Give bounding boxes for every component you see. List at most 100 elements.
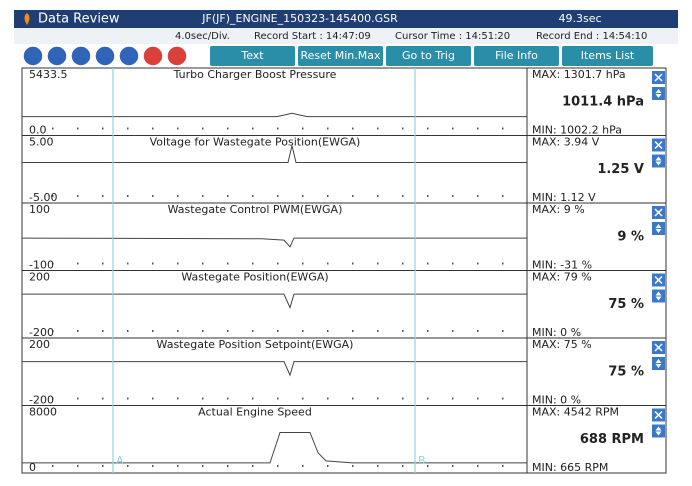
grid-dot [352, 262, 354, 265]
grid-dot [77, 465, 79, 467]
min-value: MIN: -31 % [532, 259, 592, 272]
cursor-time: Cursor Time : 14:51:20 [395, 31, 510, 42]
max-value: MAX: 9 % [532, 203, 585, 216]
toolbar-button[interactable] [210, 46, 295, 66]
grid-dot [52, 262, 54, 265]
grid-dot [152, 465, 154, 467]
toolbar-button[interactable] [562, 46, 653, 66]
nav-button[interactable] [70, 45, 92, 67]
grid-dot [502, 127, 504, 130]
toolbar-button[interactable] [474, 46, 559, 66]
grid-dot [327, 330, 329, 332]
close-icon [654, 275, 663, 285]
max-value: MAX: 3.94 V [532, 136, 600, 149]
signal-trace [22, 145, 527, 163]
grid-dot [402, 465, 404, 467]
current-value: 688 RPM [580, 432, 644, 447]
grid-dot [352, 330, 354, 332]
grid-dot [202, 127, 204, 130]
max-value: MAX: 4542 RPM [532, 406, 619, 419]
signal-trace [22, 361, 527, 377]
resize-button[interactable] [652, 154, 665, 168]
grid-dot [452, 262, 454, 265]
grid-dot [202, 195, 204, 197]
resize-button[interactable] [652, 222, 665, 235]
grid-dot [127, 127, 129, 130]
grid-dot [227, 262, 229, 265]
grid-dot [327, 262, 329, 265]
current-value: 75 % [608, 297, 644, 312]
grid-dot [402, 195, 404, 197]
signal-title: Actual Engine Speed [198, 406, 312, 419]
toolbar-button[interactable] [386, 46, 471, 66]
toolbar-button[interactable] [298, 46, 383, 66]
scale-top: 100 [29, 203, 50, 216]
grid-dot [77, 397, 79, 400]
resize-icon [655, 89, 662, 98]
signal-trace [21, 237, 527, 248]
grid-dot [427, 465, 429, 467]
record-end: Record End : 14:54:10 [536, 31, 647, 42]
resize-button[interactable] [652, 357, 665, 370]
close-icon [654, 343, 663, 352]
grid-dot [152, 127, 154, 130]
grid-dot [377, 330, 379, 332]
resize-button[interactable] [652, 87, 665, 100]
nav-button[interactable] [118, 45, 140, 67]
app-icon [24, 13, 30, 25]
grid-dot [302, 397, 304, 400]
nav-button[interactable] [94, 45, 116, 67]
nav-button[interactable] [22, 45, 44, 67]
max-value: MAX: 1301.7 hPa [532, 68, 626, 81]
grid-dot [502, 195, 504, 197]
nav-button[interactable] [46, 45, 68, 67]
grid-dot [177, 330, 179, 332]
resize-button[interactable] [652, 424, 665, 438]
cursor-label: B [418, 454, 426, 467]
grid-dot [52, 127, 54, 130]
grid-dot [477, 262, 479, 265]
grid-dot [327, 397, 329, 400]
grid-dot [502, 262, 504, 265]
grid-dot [252, 397, 254, 400]
toolbar-button-label: Reset Min.Max [301, 49, 381, 62]
grid-dot [252, 330, 254, 332]
cursor-label: A [116, 454, 124, 467]
signal-title: Wastegate Position Setpoint(EWGA) [157, 338, 354, 351]
grid-dot [152, 397, 154, 400]
resize-icon [655, 224, 662, 233]
grid-dot [402, 262, 404, 265]
grid-dot [127, 330, 129, 332]
signal-trace [22, 112, 527, 118]
close-icon [654, 410, 663, 420]
nav-button[interactable] [166, 45, 188, 67]
close-icon [654, 73, 663, 82]
grid-dot [177, 465, 179, 467]
resize-button[interactable] [652, 289, 665, 303]
signal-trace [22, 432, 527, 464]
grid-dot [427, 330, 429, 332]
grid-dot [102, 262, 104, 265]
grid-dot [227, 195, 229, 197]
grid-dot [152, 195, 154, 197]
grid-dot [77, 330, 79, 332]
scale-bottom: -200 [29, 394, 54, 407]
grid-dot [477, 397, 479, 400]
nav-button[interactable] [142, 45, 164, 67]
toolbar-button-label: Items List [581, 49, 635, 62]
grid-dot [427, 262, 429, 265]
grid-dot [52, 465, 54, 467]
grid-dot [102, 330, 104, 332]
grid-dot [127, 465, 129, 467]
close-icon [654, 140, 663, 150]
signal-title: Wastegate Control PWM(EWGA) [168, 203, 343, 216]
signal-title: Turbo Charger Boost Pressure [173, 68, 337, 81]
scale-top: 200 [29, 271, 50, 284]
min-value: MIN: 665 RPM [532, 461, 608, 474]
grid-dot [477, 127, 479, 130]
grid-dot [277, 397, 279, 400]
grid-dot [102, 127, 104, 130]
scale-top: 200 [29, 338, 50, 351]
current-value: 1011.4 hPa [562, 95, 644, 110]
grid-dot [52, 397, 54, 400]
